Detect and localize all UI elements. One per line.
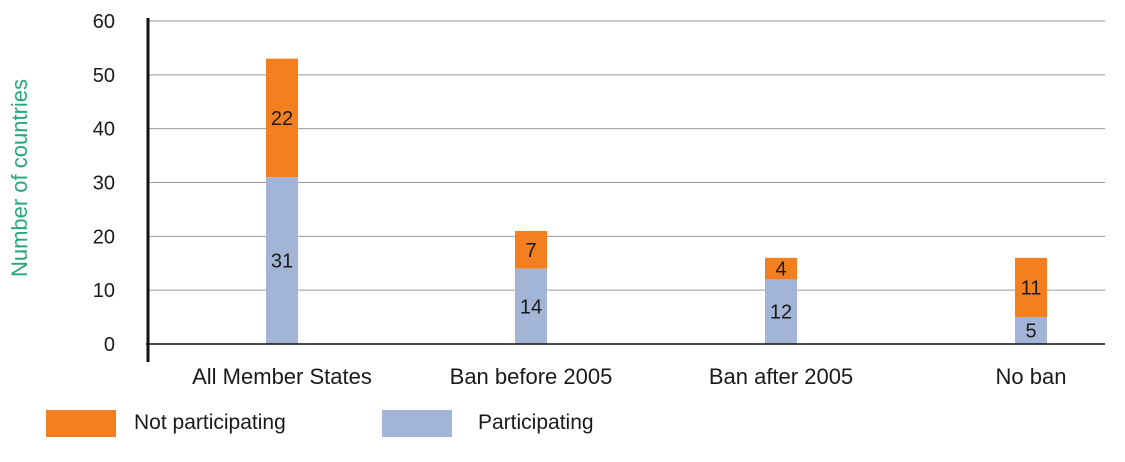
bar-participating-3	[1015, 317, 1047, 344]
legend-item-not-participating: Not participating	[46, 404, 346, 444]
x-tick-label-0: All Member States	[192, 364, 372, 389]
bar-not-participating-0	[266, 58, 298, 178]
legend-item-participating: Participating	[382, 404, 682, 444]
legend-label-not-participating: Not participating	[134, 411, 286, 434]
legend-label-participating: Participating	[478, 411, 594, 434]
x-tick-labels: All Member States Ban before 2005 Ban afte…	[192, 364, 1066, 389]
y-tick-labels: 0 10 20 30 40 50 60	[93, 11, 115, 356]
y-tick-label-40: 40	[93, 119, 115, 141]
y-tick-label-10: 10	[93, 280, 115, 302]
legend-swatch-not-participating	[46, 410, 116, 437]
data-label-not-participating-2: 4	[775, 259, 786, 281]
data-label-participating-2: 12	[770, 302, 792, 324]
data-label-not-participating-1: 7	[525, 240, 536, 262]
x-tick-label-2: Ban after 2005	[709, 364, 853, 389]
gridlines	[148, 20, 1105, 291]
segment-labels: 31 22 14 7 12 4 5 11	[271, 108, 1042, 343]
data-label-not-participating-3: 11	[1021, 277, 1042, 299]
bar-not-participating-1	[515, 230, 547, 269]
chart-plot: 31 22 14 7 12 4 5 11 0 10 20 30 40 50 60 All Member S…	[7, 11, 1105, 389]
legend: Not participating Participating	[0, 404, 1125, 444]
bar-participating-0	[266, 177, 298, 344]
y-tick-label-60: 60	[93, 11, 115, 33]
x-tick-label-3: No ban	[996, 364, 1067, 389]
data-label-not-participating-0: 22	[271, 108, 293, 130]
y-axis-label: Number of countries	[7, 79, 32, 277]
x-tick-label-1: Ban before 2005	[450, 364, 613, 389]
bars	[266, 58, 1047, 344]
legend-swatch-participating	[382, 410, 452, 437]
bar-not-participating-2	[765, 257, 797, 280]
bar-participating-2	[765, 279, 797, 344]
data-label-participating-0: 31	[271, 251, 293, 273]
y-tick-label-20: 20	[93, 226, 115, 248]
y-tick-label-0: 0	[104, 334, 115, 356]
y-tick-label-30: 30	[93, 173, 115, 195]
axes	[146, 18, 1105, 362]
bar-not-participating-3	[1015, 257, 1047, 318]
bar-participating-1	[515, 268, 547, 344]
data-label-participating-3: 5	[1025, 321, 1036, 343]
y-tick-label-50: 50	[93, 65, 115, 87]
data-label-participating-1: 14	[520, 296, 542, 318]
